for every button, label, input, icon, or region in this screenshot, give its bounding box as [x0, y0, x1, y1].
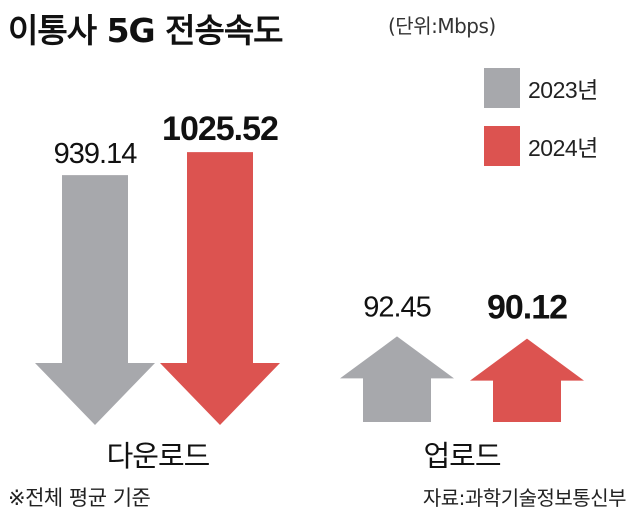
unit-note: (단위:Mbps)	[388, 14, 496, 38]
data-label-upload-2024년: 90.12	[487, 289, 567, 327]
data-label-download-2023년: 939.14	[54, 138, 138, 170]
source-note: 자료:과학기술정보통신부	[422, 486, 627, 510]
legend-swatch-2023	[484, 68, 520, 108]
chart-title: 이통사 5G 전송속도	[8, 11, 284, 50]
legend-item-2024: 2024년	[484, 126, 598, 166]
legend-item-2023: 2023년	[484, 68, 598, 108]
category-label-1: 업로드	[423, 439, 500, 473]
category-label-0: 다운로드	[107, 439, 210, 473]
bar-upload-2024년	[470, 338, 584, 422]
bar-download-2023년	[35, 175, 155, 425]
bar-download-2024년	[160, 152, 280, 425]
bar-upload-2023년	[340, 336, 454, 422]
legend-swatch-2024	[484, 126, 520, 166]
data-label-upload-2023년: 92.45	[363, 291, 431, 323]
legend-label-2024: 2024년	[528, 135, 598, 161]
data-label-download-2024년: 1025.52	[162, 110, 278, 148]
footnote: ※전체 평균 기준	[8, 486, 151, 510]
legend-label-2023: 2023년	[528, 77, 598, 103]
